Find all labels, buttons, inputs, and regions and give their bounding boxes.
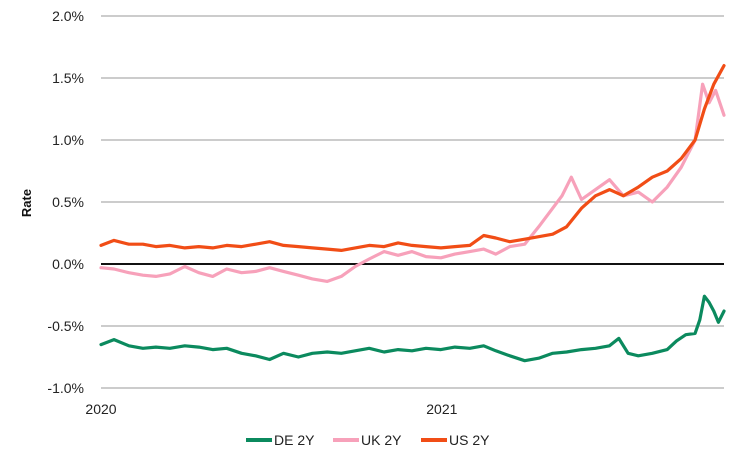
legend-label: DE 2Y (274, 432, 315, 448)
legend-item: UK 2Y (333, 432, 402, 448)
y-tick-label: 1.0% (52, 132, 84, 148)
x-tick-label: 2020 (85, 401, 116, 417)
legend-label: US 2Y (449, 432, 490, 448)
x-axis-ticks: 2020 2021 (85, 401, 457, 417)
y-tick-label: -1.0% (47, 380, 84, 396)
y-tick-label: 1.5% (52, 70, 84, 86)
legend-item: US 2Y (421, 432, 490, 448)
y-tick-label: 2.0% (52, 8, 84, 24)
y-axis-title: Rate (19, 189, 34, 217)
series-line-de-2y (99, 294, 726, 363)
legend-label: UK 2Y (361, 432, 402, 448)
x-tick-label: 2021 (426, 401, 457, 417)
series-lines (99, 63, 726, 363)
legend-item: DE 2Y (246, 432, 315, 448)
legend: DE 2Y UK 2Y US 2Y (246, 432, 490, 448)
y-axis-ticks: -1.0% -0.5% 0.0% 0.5% 1.0% 1.5% 2.0% (47, 8, 84, 396)
y-tick-label: -0.5% (47, 318, 84, 334)
series-line-us-2y (99, 63, 726, 252)
y-tick-label: 0.5% (52, 194, 84, 210)
y-tick-label: 0.0% (52, 256, 84, 272)
series-line-uk-2y (99, 82, 726, 283)
gridlines (101, 15, 724, 389)
